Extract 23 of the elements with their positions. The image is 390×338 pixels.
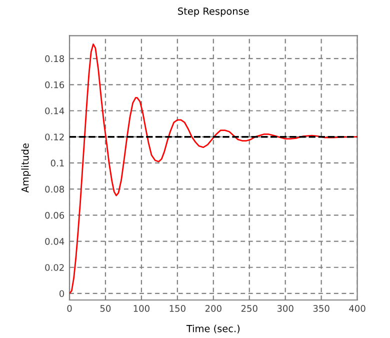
- x-tick-label: 200: [205, 305, 222, 312]
- y-tick-label: 0.12: [45, 134, 64, 140]
- y-tick-label: 0.04: [45, 238, 64, 245]
- x-axis-title: Time (sec.): [186, 324, 240, 334]
- x-tick-label: 250: [241, 305, 258, 312]
- line-series: [70, 43, 358, 294]
- y-tick-label: 0.08: [45, 186, 64, 193]
- x-tick-label: 350: [313, 305, 330, 312]
- x-tick-label: 50: [100, 305, 111, 312]
- y-tick-label: 0: [59, 290, 64, 298]
- y-tick-label: 0.1: [50, 160, 64, 167]
- y-tick-label: 0.18: [45, 55, 64, 62]
- chart-title: Step Response: [178, 7, 249, 17]
- x-tick-label: 400: [349, 305, 366, 312]
- x-tick-label: 300: [277, 305, 294, 312]
- y-axis-title: Amplitude: [21, 143, 31, 193]
- x-tick-label: 100: [134, 305, 150, 312]
- y-tick-label: 0.16: [45, 81, 64, 88]
- y-tick-label: 0.14: [45, 107, 64, 114]
- x-tick-label: 0: [67, 305, 72, 312]
- y-tick-label: 0.02: [45, 264, 64, 271]
- y-tick-label: 0.06: [45, 212, 64, 219]
- x-tick-label: 150: [170, 305, 186, 312]
